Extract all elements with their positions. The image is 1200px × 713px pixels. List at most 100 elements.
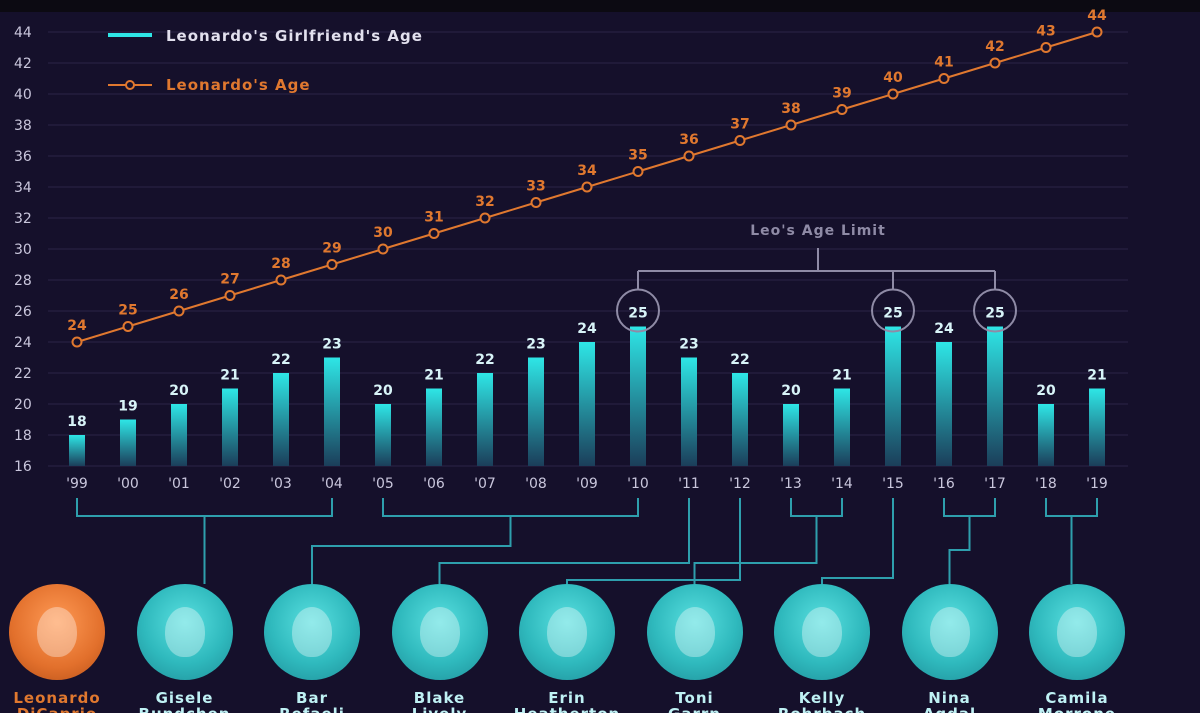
leo-age-label: 42 [985, 39, 1004, 55]
y-axis: 16 18 20 22 24 26 28 30 32 34 36 38 40 42 44 [14, 25, 32, 475]
bar-value-label: 22 [730, 352, 749, 368]
leo-age-label: 34 [577, 163, 597, 179]
bar [783, 404, 799, 466]
leo-age-point [173, 305, 185, 317]
leo-age-point [530, 197, 542, 208]
y-tick-label: 22 [14, 366, 32, 382]
bar-value-label: 21 [1087, 368, 1106, 384]
avatar [901, 584, 998, 680]
leo-age-label: 32 [475, 194, 494, 210]
bar-value-label: 20 [1036, 383, 1056, 399]
face-icon [1057, 607, 1097, 657]
leo-age-point [275, 274, 287, 286]
leo-age-point [734, 135, 746, 146]
year-bracket [943, 498, 996, 517]
person-connector [566, 516, 741, 584]
bar [732, 373, 748, 466]
bar [681, 357, 697, 466]
leo-age-label: 40 [883, 70, 903, 86]
bar [834, 388, 850, 466]
bar [579, 342, 595, 466]
face-icon [802, 607, 842, 657]
y-tick-label: 28 [14, 273, 32, 289]
person-name: Nina Agdal [923, 689, 975, 713]
bar-value-label: 19 [118, 399, 137, 415]
age-limit-annotation: Leo's Age Limit [616, 223, 1017, 333]
leo-age-label: 35 [628, 148, 647, 164]
avatar [264, 584, 360, 680]
leo-age-point [887, 88, 899, 100]
leo-age-point [1091, 26, 1103, 38]
bar-value-label: 23 [526, 337, 545, 353]
leo-age-label: 28 [271, 256, 290, 272]
leo-age-label: 26 [169, 287, 188, 303]
person-connector [693, 516, 818, 584]
y-tick-label: 32 [14, 211, 32, 227]
bar [1038, 404, 1054, 466]
avatar [774, 584, 870, 680]
leo-age-label: 30 [373, 225, 393, 241]
bar-value-label: 22 [271, 352, 290, 368]
leo-age-label: 44 [1087, 8, 1107, 24]
person-connector [948, 516, 971, 584]
leo-age-point [581, 181, 593, 193]
face-icon [292, 607, 332, 657]
person-name: Erin Heatherton [514, 689, 619, 713]
x-axis: '99 '00 '01 '02 '03 '04 '05 '06 '07 '08 '09 '10 '11 '… [66, 476, 1108, 492]
y-tick-label: 30 [14, 242, 32, 258]
person-connector [821, 516, 894, 584]
y-tick-label: 38 [14, 118, 32, 134]
bar-value-label: 21 [832, 368, 851, 384]
bar [222, 388, 238, 466]
leo-age-point [224, 290, 236, 301]
age-limit-label: Leo's Age Limit [750, 223, 886, 239]
bar-value-label: 20 [169, 383, 189, 399]
face-icon [547, 607, 587, 657]
leo-age-label: 37 [730, 117, 749, 133]
y-tick-label: 18 [14, 428, 32, 444]
bar-value-label: 25 [628, 306, 647, 322]
x-tick-label: '09 [576, 476, 598, 492]
x-tick-label: '03 [270, 476, 292, 492]
x-tick-label: '19 [1086, 476, 1108, 492]
legend-girlfriend-label: Leonardo's Girlfriend's Age [166, 27, 423, 45]
leo-age-point [785, 119, 797, 131]
bar-value-label: 21 [220, 368, 239, 384]
bar [987, 326, 1003, 466]
year-bracket [76, 498, 333, 517]
bar-value-label: 22 [475, 352, 494, 368]
bar-value-label: 20 [373, 383, 393, 399]
leo-age-point [1040, 42, 1052, 53]
x-tick-label: '01 [168, 476, 190, 492]
avatar [391, 584, 488, 680]
bar-value-label: 23 [322, 337, 341, 353]
avatar [519, 584, 615, 680]
leo-age-label: 24 [67, 318, 87, 334]
person-name: Gisele Bundchen [139, 689, 230, 713]
avatar [9, 584, 105, 680]
x-tick-label: '99 [66, 476, 88, 492]
person-name: Toni Garrn [668, 689, 720, 713]
leo-age-line: 24 25 26 27 28 29 30 31 32 33 34 35 36 37 38 39 40 41 42 43… [67, 8, 1107, 348]
y-tick-label: 42 [14, 56, 32, 72]
bar [1089, 388, 1105, 466]
leo-age-point [122, 321, 134, 332]
x-tick-label: '10 [627, 476, 649, 492]
leo-age-label: 39 [832, 86, 851, 102]
leo-age-label: 31 [424, 210, 443, 226]
bar [477, 373, 493, 466]
leo-age-label: 41 [934, 55, 953, 71]
person-connector [438, 516, 690, 584]
avatar [646, 584, 743, 680]
legend-line-marker [125, 80, 135, 90]
x-tick-label: '11 [678, 476, 700, 492]
face-icon [929, 607, 970, 657]
y-tick-label: 20 [14, 397, 32, 413]
person-card: Kelly Rohrbach [757, 584, 887, 713]
leo-age-point [632, 166, 644, 177]
bar [885, 326, 901, 466]
bar-value-label: 18 [67, 414, 86, 430]
leo-age-point [377, 243, 389, 255]
leo-age-label: 27 [220, 272, 239, 288]
y-tick-label: 26 [14, 304, 32, 320]
